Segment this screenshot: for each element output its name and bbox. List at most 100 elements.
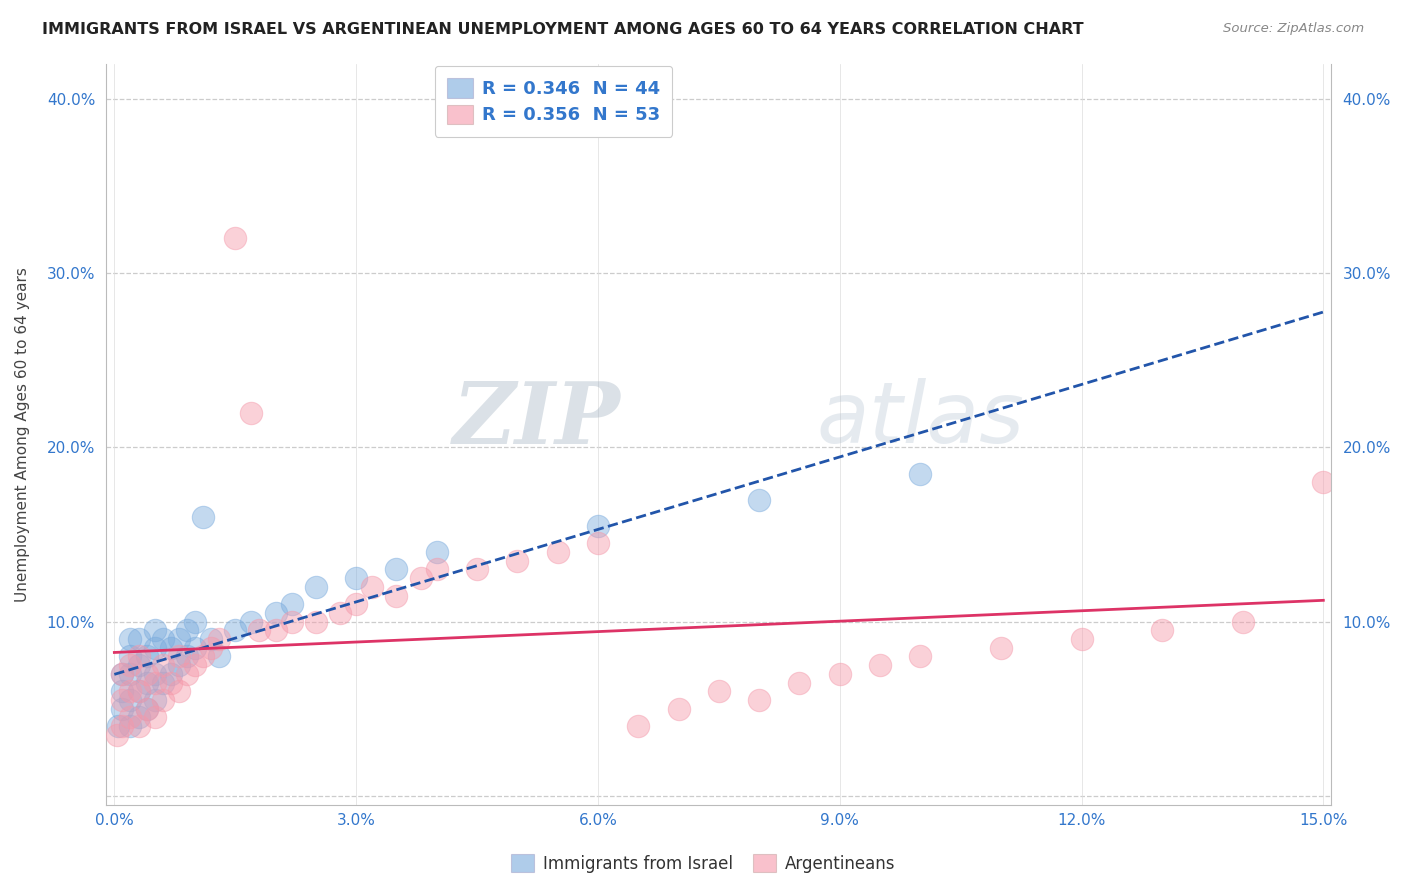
Point	[111, 702, 134, 716]
Point	[586, 518, 609, 533]
Point	[143, 675, 166, 690]
Point	[120, 658, 142, 673]
Legend: R = 0.346  N = 44, R = 0.356  N = 53: R = 0.346 N = 44, R = 0.356 N = 53	[434, 66, 672, 137]
Point	[128, 719, 150, 733]
Point	[167, 649, 190, 664]
Point	[128, 684, 150, 698]
Point	[159, 675, 181, 690]
Point	[240, 615, 263, 629]
Point	[361, 580, 384, 594]
Point	[208, 649, 231, 664]
Point	[167, 684, 190, 698]
Point	[208, 632, 231, 646]
Point	[240, 406, 263, 420]
Point	[143, 667, 166, 681]
Point	[249, 624, 271, 638]
Point	[280, 615, 302, 629]
Point	[120, 632, 142, 646]
Point	[910, 467, 932, 481]
Point	[586, 536, 609, 550]
Point	[426, 562, 449, 576]
Legend: Immigrants from Israel, Argentineans: Immigrants from Israel, Argentineans	[505, 847, 901, 880]
Point	[547, 545, 569, 559]
Point	[176, 667, 198, 681]
Point	[135, 675, 157, 690]
Point	[184, 658, 207, 673]
Point	[305, 615, 328, 629]
Point	[152, 675, 174, 690]
Point	[426, 545, 449, 559]
Text: ZIP: ZIP	[453, 378, 621, 461]
Point	[111, 684, 134, 698]
Point	[128, 658, 150, 673]
Point	[1152, 624, 1174, 638]
Text: IMMIGRANTS FROM ISRAEL VS ARGENTINEAN UNEMPLOYMENT AMONG AGES 60 TO 64 YEARS COR: IMMIGRANTS FROM ISRAEL VS ARGENTINEAN UN…	[42, 22, 1084, 37]
Point	[135, 649, 157, 664]
Point	[280, 597, 302, 611]
Point	[344, 571, 367, 585]
Point	[176, 624, 198, 638]
Point	[152, 693, 174, 707]
Point	[627, 719, 650, 733]
Point	[143, 710, 166, 724]
Point	[111, 719, 134, 733]
Point	[120, 710, 142, 724]
Point	[385, 562, 408, 576]
Point	[465, 562, 488, 576]
Point	[128, 684, 150, 698]
Point	[668, 702, 690, 716]
Point	[143, 624, 166, 638]
Point	[152, 632, 174, 646]
Point	[910, 649, 932, 664]
Point	[128, 649, 150, 664]
Point	[167, 632, 190, 646]
Point	[264, 624, 287, 638]
Point	[128, 632, 150, 646]
Point	[869, 658, 891, 673]
Point	[305, 580, 328, 594]
Point	[111, 667, 134, 681]
Point	[120, 649, 142, 664]
Point	[111, 693, 134, 707]
Point	[748, 492, 770, 507]
Point	[191, 649, 214, 664]
Point	[135, 702, 157, 716]
Point	[1232, 615, 1254, 629]
Text: Source: ZipAtlas.com: Source: ZipAtlas.com	[1223, 22, 1364, 36]
Point	[184, 640, 207, 655]
Point	[1070, 632, 1092, 646]
Point	[159, 667, 181, 681]
Point	[789, 675, 811, 690]
Point	[329, 606, 352, 620]
Point	[200, 640, 222, 655]
Point	[111, 667, 134, 681]
Point	[224, 624, 246, 638]
Point	[385, 589, 408, 603]
Point	[120, 684, 142, 698]
Point	[176, 649, 198, 664]
Point	[135, 702, 157, 716]
Point	[159, 640, 181, 655]
Point	[990, 640, 1012, 655]
Point	[120, 667, 142, 681]
Point	[143, 640, 166, 655]
Point	[184, 615, 207, 629]
Point	[120, 719, 142, 733]
Point	[135, 667, 157, 681]
Y-axis label: Unemployment Among Ages 60 to 64 years: Unemployment Among Ages 60 to 64 years	[15, 267, 30, 602]
Point	[344, 597, 367, 611]
Point	[224, 231, 246, 245]
Point	[128, 710, 150, 724]
Point	[143, 693, 166, 707]
Point	[264, 606, 287, 620]
Point	[707, 684, 730, 698]
Point	[409, 571, 432, 585]
Point	[120, 693, 142, 707]
Point	[105, 728, 128, 742]
Point	[191, 510, 214, 524]
Point	[748, 693, 770, 707]
Point	[1312, 475, 1334, 490]
Text: atlas: atlas	[817, 378, 1025, 461]
Point	[152, 658, 174, 673]
Point	[200, 632, 222, 646]
